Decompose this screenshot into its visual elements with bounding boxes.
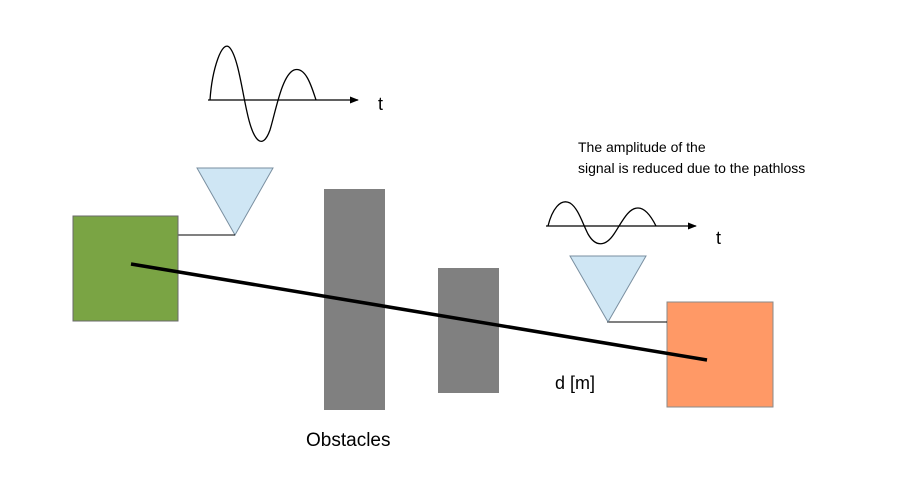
time-axis-top-label: t (378, 94, 383, 114)
amplitude-note-line1: The amplitude of the (578, 139, 706, 155)
amplitude-note-line2: signal is reduced due to the pathloss (578, 160, 805, 176)
signal-waveform-bottom (547, 201, 657, 245)
transmitter-antenna (196, 167, 274, 237)
receiver-antenna (569, 255, 647, 324)
signal-waveform-top (209, 45, 317, 142)
obstacle-small (438, 268, 499, 393)
time-axis-bottom-label: t (716, 228, 721, 248)
propagation-path-line (130, 262, 708, 362)
obstacles-label: Obstacles (306, 430, 390, 451)
distance-label: d [m] (555, 373, 595, 393)
